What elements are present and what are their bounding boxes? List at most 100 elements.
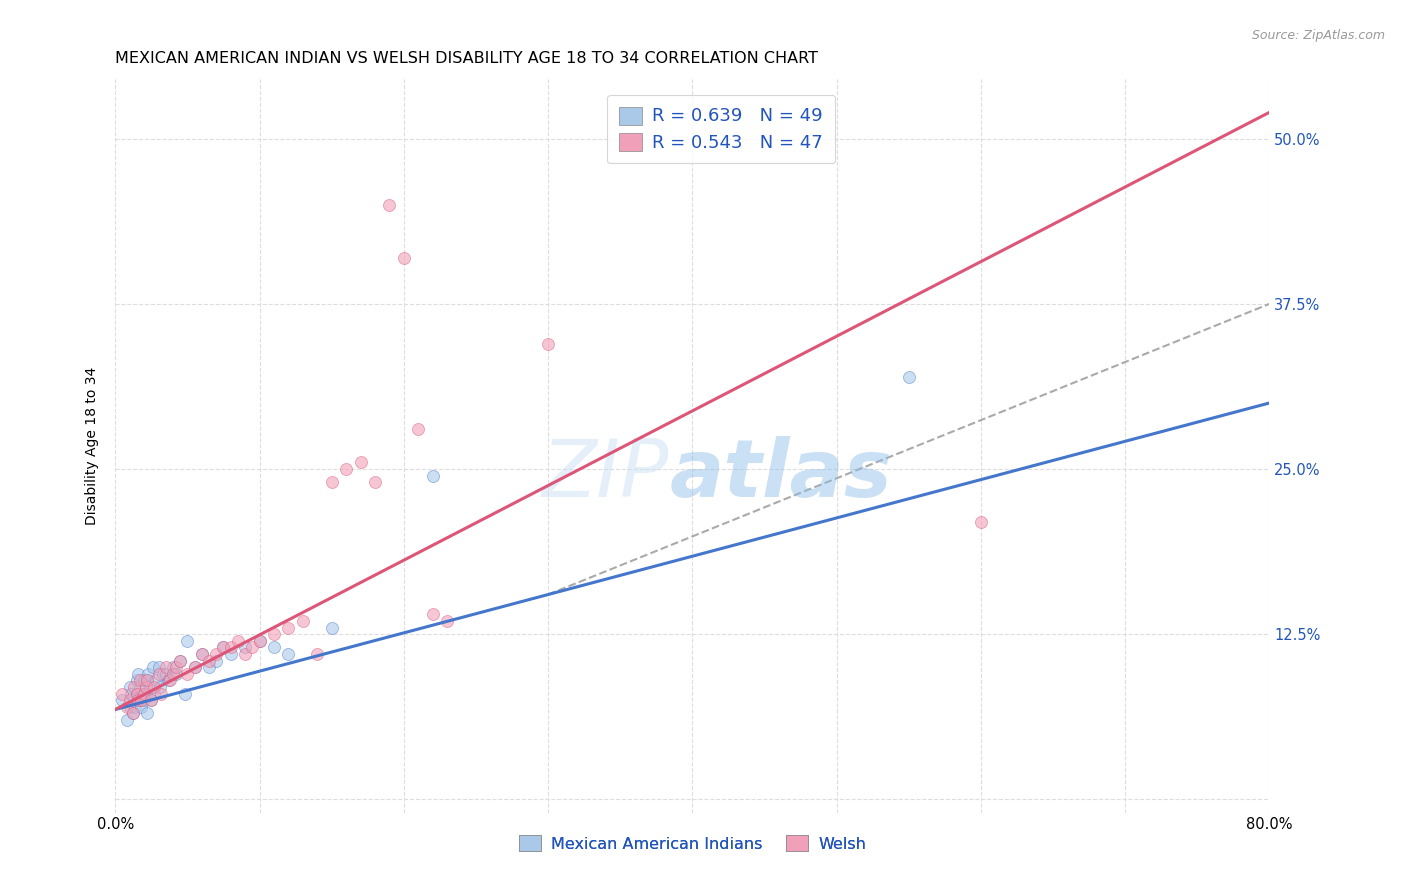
Point	[233, 640, 256, 655]
Point	[135, 680, 157, 694]
Point	[115, 713, 138, 727]
Point	[122, 680, 145, 694]
Point	[127, 693, 149, 707]
Point	[183, 660, 205, 674]
Point	[422, 468, 444, 483]
Point	[125, 687, 148, 701]
Point	[165, 660, 187, 674]
Point	[134, 673, 156, 688]
Point	[159, 673, 181, 688]
Point	[128, 680, 150, 694]
Point	[134, 687, 156, 701]
Point	[121, 706, 143, 721]
Point	[263, 640, 285, 655]
Point	[240, 640, 263, 655]
Point	[157, 673, 180, 688]
Text: Source: ZipAtlas.com: Source: ZipAtlas.com	[1251, 29, 1385, 42]
Point	[233, 647, 256, 661]
Point	[155, 660, 177, 674]
Point	[392, 251, 415, 265]
Point	[139, 680, 162, 694]
Point	[122, 693, 145, 707]
Point	[349, 455, 371, 469]
Point	[191, 647, 214, 661]
Point	[219, 647, 242, 661]
Point	[141, 693, 163, 707]
Point	[128, 673, 150, 688]
Point	[406, 422, 429, 436]
Point	[155, 666, 177, 681]
Point	[118, 693, 141, 707]
Point	[145, 673, 167, 688]
Point	[249, 633, 271, 648]
Point	[115, 699, 138, 714]
Point	[136, 673, 159, 688]
Point	[226, 633, 249, 648]
Point	[149, 680, 172, 694]
Point	[198, 654, 221, 668]
Point	[176, 633, 198, 648]
Legend: Mexican American Indians, Welsh: Mexican American Indians, Welsh	[510, 827, 875, 860]
Point	[118, 680, 141, 694]
Point	[212, 640, 235, 655]
Point	[165, 666, 187, 681]
Point	[219, 640, 242, 655]
Point	[143, 687, 166, 701]
Point	[136, 673, 159, 688]
Point	[118, 699, 141, 714]
Point	[142, 660, 165, 674]
Point	[970, 515, 993, 529]
Point	[277, 621, 299, 635]
Point	[169, 654, 191, 668]
Point	[138, 666, 160, 681]
Point	[378, 198, 401, 212]
Point	[291, 614, 314, 628]
Point	[176, 666, 198, 681]
Point	[148, 660, 170, 674]
Point	[135, 687, 157, 701]
Point	[364, 475, 387, 490]
Point	[173, 687, 195, 701]
Point	[129, 693, 152, 707]
Point	[263, 627, 285, 641]
Point	[143, 680, 166, 694]
Point	[129, 699, 152, 714]
Point	[169, 654, 191, 668]
Point	[307, 647, 329, 661]
Point	[136, 706, 159, 721]
Point	[277, 647, 299, 661]
Point	[150, 687, 173, 701]
Text: atlas: atlas	[669, 436, 891, 515]
Y-axis label: Disability Age 18 to 34: Disability Age 18 to 34	[86, 367, 100, 525]
Text: MEXICAN AMERICAN INDIAN VS WELSH DISABILITY AGE 18 TO 34 CORRELATION CHART: MEXICAN AMERICAN INDIAN VS WELSH DISABIL…	[115, 51, 818, 66]
Point	[121, 706, 143, 721]
Point	[148, 666, 170, 681]
Point	[141, 693, 163, 707]
Point	[335, 462, 357, 476]
Point	[162, 660, 184, 674]
Point	[205, 654, 228, 668]
Text: ZIP: ZIP	[541, 436, 669, 515]
Point	[321, 621, 343, 635]
Point	[131, 687, 153, 701]
Point	[134, 693, 156, 707]
Point	[191, 647, 214, 661]
Point	[124, 699, 146, 714]
Point	[436, 614, 458, 628]
Point	[537, 336, 560, 351]
Point	[205, 647, 228, 661]
Point	[127, 666, 149, 681]
Point	[162, 666, 184, 681]
Point	[198, 660, 221, 674]
Point	[321, 475, 343, 490]
Point	[183, 660, 205, 674]
Point	[249, 633, 271, 648]
Point	[897, 369, 920, 384]
Point	[152, 666, 174, 681]
Point	[125, 687, 148, 701]
Point	[127, 693, 149, 707]
Point	[111, 687, 134, 701]
Point	[422, 607, 444, 622]
Point	[120, 687, 142, 701]
Point	[111, 693, 134, 707]
